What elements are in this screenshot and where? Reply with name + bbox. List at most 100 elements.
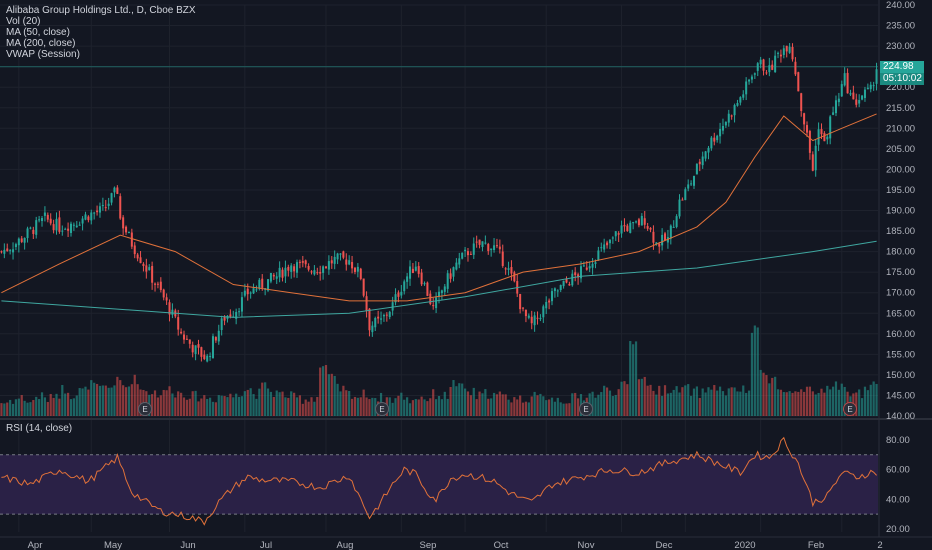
candle-body [127,232,130,234]
volume-bar [576,398,580,416]
candle-body [133,245,136,255]
candle-body [55,218,58,231]
candle-body [762,59,765,71]
candle-body [339,253,342,255]
volume-bar [620,381,623,416]
earnings-marker[interactable]: E [138,402,152,416]
candle-body [591,263,594,268]
candle-body [545,301,548,309]
candle-body [753,73,756,75]
candle-body [493,245,496,251]
rsi-label[interactable]: RSI (14, close) [6,423,73,434]
volume-bar [191,391,194,416]
candle-body [548,300,551,303]
candle-body [797,72,800,92]
time-axis-label: 2020 [734,540,755,550]
volume-bar [397,395,400,416]
volume-bar [437,396,441,416]
volume-bar [652,390,655,416]
volume-bar [490,398,493,416]
candle-body [142,263,145,267]
volume-bar [75,395,78,416]
volume-bar [237,396,241,416]
candle-body [168,302,171,315]
earnings-marker[interactable]: E [375,402,389,416]
volume-bar [466,391,470,416]
candle-body [295,262,299,273]
volume-bar [742,385,745,416]
candle-body [220,318,223,330]
candle-body [206,355,209,362]
indicator-ma50-label[interactable]: MA (50, close) [6,27,70,38]
volume-bar [156,397,160,416]
time-axis-label: Jun [180,540,195,550]
price-axis-label: 185.00 [886,226,915,237]
candle-body [632,222,635,224]
time-axis-label: Jul [260,540,272,550]
volume-bar [695,386,698,416]
indicator-ma200-label[interactable]: MA (200, close) [6,38,76,49]
indicator-vwap-label[interactable]: VWAP (Session) [6,49,80,60]
candle-body [130,232,133,247]
rsi-axis-label: 40.00 [886,494,910,505]
volume-bar [536,395,539,416]
candle-body [829,116,832,139]
volume-bar [66,392,70,416]
volume-bar [519,395,522,416]
volume-bar [634,341,638,416]
candle-body [272,274,275,277]
candle-body [771,64,774,70]
volume-bar [605,387,609,416]
volume-bar [214,402,217,416]
candle-body [814,145,817,171]
earnings-marker[interactable]: E [843,402,857,416]
volume-bar [713,385,716,416]
volume-bar [655,394,658,416]
candle-body [449,273,452,279]
candle-body [750,76,753,80]
volume-bar [32,400,35,416]
volume-bar [98,385,102,416]
candle-body [443,286,446,292]
candle-body [388,311,391,317]
candle-body [377,316,380,319]
candle-body [409,266,412,279]
volume-bar [174,397,177,416]
candle-body [568,284,571,286]
candle-body [849,93,852,95]
candle-body [562,280,565,287]
price-axis-label: 145.00 [886,390,915,401]
candle-body [681,199,684,201]
candle-body [774,55,777,73]
volume-bar [243,391,246,416]
candle-body [429,293,432,304]
volume-bar [417,399,420,416]
candle-body [487,244,490,252]
volume-bar [394,398,397,416]
candle-body [278,267,281,278]
volume-bar [304,399,307,416]
volume-bar [307,401,310,416]
volume-bar [721,391,725,416]
candle-body [519,293,522,310]
volume-bar [200,398,203,416]
price-axis-label: 210.00 [886,123,915,134]
volume-bar [20,395,23,416]
candle-body [446,273,449,289]
earnings-marker[interactable]: E [579,402,593,416]
indicator-volume-label[interactable]: Vol (20) [6,16,41,27]
candle-body [846,72,849,94]
volume-bar [420,396,423,416]
candle-body [852,92,855,100]
candle-body [67,228,70,231]
volume-bar [0,403,3,416]
candle-body [556,290,559,292]
candle-body [64,228,67,230]
volume-bar [278,392,281,416]
candle-body [522,307,525,309]
volume-bar [745,392,748,416]
volume-bar [574,392,577,416]
volume-bar [501,394,504,416]
volume-bar [794,391,797,416]
